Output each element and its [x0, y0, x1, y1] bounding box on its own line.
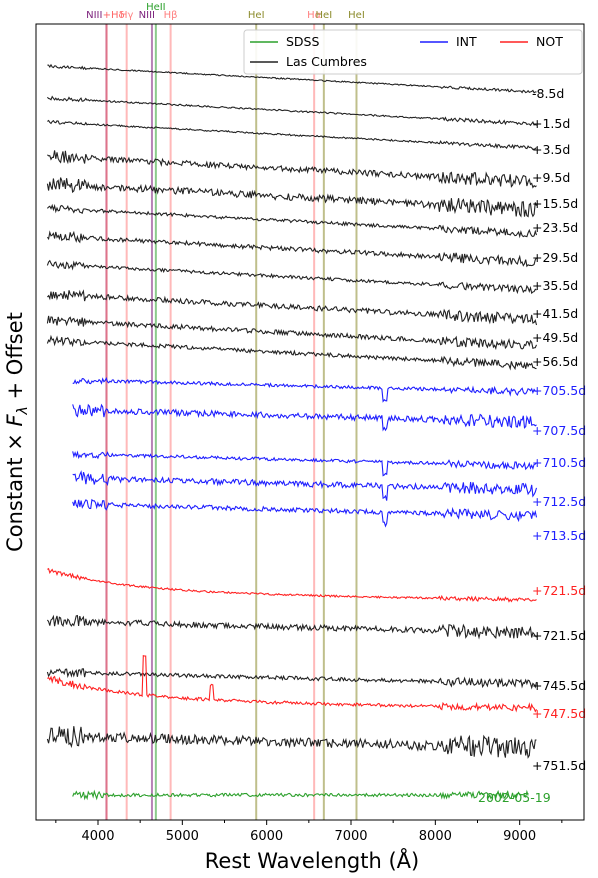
- epoch-label: +1.5d: [532, 116, 570, 131]
- x-tick-label: 4000: [81, 829, 114, 844]
- spectrum-line: [46, 334, 537, 371]
- epoch-label: +707.5d: [532, 423, 586, 438]
- spectrum-line: [47, 567, 537, 603]
- line-id-label: HeII: [146, 2, 166, 13]
- spectrum-line: [72, 498, 538, 528]
- spectrum-line: [46, 315, 538, 351]
- epoch-label: +15.5d: [532, 196, 578, 211]
- spectrum-line: [72, 403, 537, 432]
- y-axis-label: Constant × Fλ + Offset: [3, 312, 31, 552]
- line-id-label: HeI: [348, 10, 365, 21]
- epoch-label: +710.5d: [532, 455, 586, 470]
- spectrum-line: [47, 150, 537, 189]
- x-tick-label: 5000: [166, 829, 199, 844]
- epoch-label: +705.5d: [532, 383, 586, 398]
- x-tick-label: 7000: [334, 829, 367, 844]
- spectrum-line: [47, 655, 537, 713]
- epoch-label: +745.5d: [532, 678, 586, 693]
- epoch-label: +713.5d: [532, 528, 586, 543]
- epoch-label: +712.5d: [532, 494, 586, 509]
- epoch-label: +35.5d: [532, 278, 578, 293]
- line-id-label: HeI: [248, 10, 265, 21]
- legend-label: Las Cumbres: [286, 54, 367, 69]
- x-axis: 4000 5000 6000 7000 8000 9000: [55, 820, 563, 844]
- line-id-label: Hα: [307, 10, 322, 21]
- line-id-label: NIII: [139, 10, 155, 21]
- x-tick-label: 8000: [419, 829, 452, 844]
- legend: SDSS INT NOT Las Cumbres: [243, 29, 583, 75]
- line-id-label: +Hδ: [103, 10, 125, 21]
- epoch-label: +751.5d: [532, 758, 586, 773]
- epoch-label: +9.5d: [532, 170, 570, 185]
- spectrum-line: [72, 376, 537, 403]
- plot-frame: [35, 23, 585, 821]
- spectra-series-layer: -8.5d +1.5d +3.5d +9.5d +15.5d +23.5d +29.5d +3…: [46, 63, 586, 805]
- epoch-label: -8.5d: [532, 86, 564, 101]
- epoch-label: +23.5d: [532, 220, 578, 235]
- spectrum-line: [46, 230, 537, 268]
- epoch-label: +721.5d: [532, 583, 586, 598]
- line-id-label: Hβ: [164, 10, 178, 21]
- legend-label: NOT: [536, 34, 563, 49]
- spectrum-line: [46, 259, 537, 295]
- spectrum-line: [47, 63, 537, 94]
- epoch-label: +721.5d: [532, 628, 586, 643]
- epoch-label: +56.5d: [532, 354, 578, 369]
- x-tick-label: 6000: [250, 829, 283, 844]
- spectrum-line: [46, 668, 538, 690]
- spectrum-line: [46, 203, 538, 239]
- legend-label: SDSS: [286, 34, 319, 49]
- spectrum-line: [46, 289, 538, 326]
- spectrum-line: [72, 450, 537, 477]
- epoch-label: +3.5d: [532, 142, 570, 157]
- spectrum-line: [72, 470, 538, 501]
- legend-box: [243, 29, 583, 75]
- x-tick-label: 9000: [503, 829, 536, 844]
- spectrum-line: [46, 95, 537, 127]
- legend-label: INT: [456, 34, 477, 49]
- x-axis-label: Rest Wavelength (Å): [205, 847, 419, 873]
- spectrum-line: [46, 614, 537, 640]
- spectrum-line: [46, 726, 537, 759]
- line-id-label: Hγ: [120, 10, 134, 21]
- spectrum-line: [47, 119, 537, 151]
- epoch-label: +747.5d: [532, 706, 586, 721]
- epoch-label: +29.5d: [532, 250, 578, 265]
- spectrum-line: [46, 177, 538, 218]
- line-id-label: HeI: [316, 10, 333, 21]
- epoch-label: 2002-05-19: [478, 790, 551, 805]
- line-id-label: NIII: [86, 10, 102, 21]
- epoch-label: +49.5d: [532, 330, 578, 345]
- spectrum-line: [72, 789, 529, 801]
- epoch-label: +41.5d: [532, 306, 578, 321]
